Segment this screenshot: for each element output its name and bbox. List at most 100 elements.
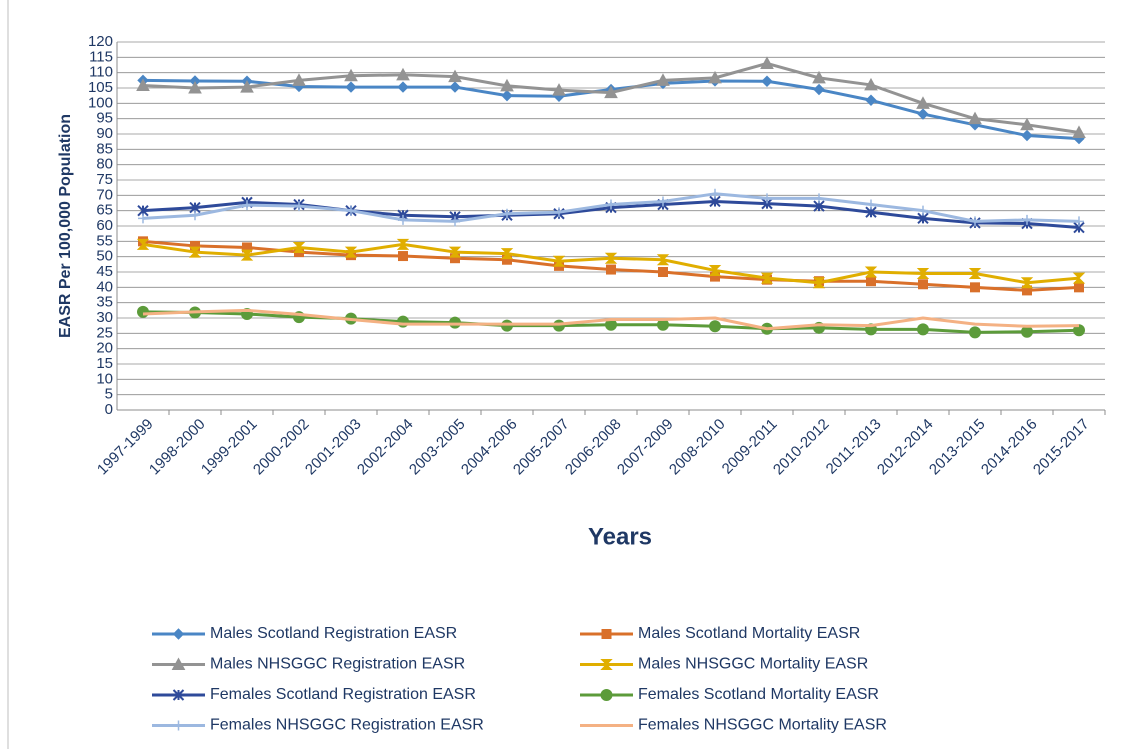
marker [171, 657, 186, 670]
marker [292, 73, 306, 86]
marker [344, 246, 358, 258]
marker [1022, 214, 1032, 225]
y-tick-label: 65 [96, 202, 113, 219]
y-tick-label: 70 [96, 186, 113, 203]
legend-label: Females Scotland Registration EASR [210, 686, 476, 703]
marker [345, 81, 357, 93]
marker [918, 205, 928, 216]
marker [294, 201, 304, 212]
marker [173, 720, 184, 731]
marker [709, 320, 721, 333]
legend-label: Males Scotland Registration EASR [210, 625, 457, 642]
x-tick-label: 2008-2010 [666, 416, 729, 479]
marker [969, 326, 981, 339]
marker [656, 254, 670, 266]
marker [240, 80, 254, 93]
marker [760, 272, 774, 284]
marker [1021, 129, 1033, 142]
marker [346, 205, 356, 216]
marker [501, 319, 513, 332]
marker [708, 264, 722, 276]
marker [1021, 325, 1033, 338]
marker [500, 78, 514, 92]
y-tick-label: 5 [105, 386, 113, 403]
marker [916, 96, 930, 109]
series [136, 56, 1086, 138]
marker [606, 199, 616, 210]
marker [917, 108, 929, 120]
marker [344, 68, 358, 82]
marker [1074, 282, 1084, 293]
series [142, 308, 1080, 331]
legend-label: Females Scotland Mortality EASR [638, 686, 879, 703]
marker [398, 214, 408, 225]
marker [188, 80, 202, 94]
y-tick-label: 15 [96, 355, 113, 372]
y-tick-label: 55 [96, 232, 113, 249]
marker [449, 316, 461, 329]
marker [450, 216, 460, 227]
marker [761, 75, 773, 87]
marker [397, 81, 409, 93]
legend-label: Females NHSGGC Registration EASR [210, 717, 484, 734]
y-tick-label: 35 [96, 294, 113, 311]
marker [396, 67, 410, 81]
y-tick-label: 25 [96, 324, 113, 341]
marker [136, 78, 150, 92]
marker [918, 279, 928, 290]
y-tick-label: 115 [89, 48, 113, 65]
legend-label: Males NHSGGC Registration EASR [210, 656, 465, 673]
marker [812, 277, 826, 289]
y-tick-label: 50 [96, 248, 113, 265]
marker [970, 216, 980, 227]
marker [172, 689, 185, 701]
marker [970, 282, 980, 293]
marker [449, 81, 461, 93]
marker [601, 629, 612, 639]
marker [710, 188, 720, 199]
marker [1074, 216, 1084, 227]
marker [864, 266, 878, 278]
marker [604, 252, 618, 264]
series-line [142, 308, 1080, 331]
marker [606, 264, 616, 275]
marker [552, 83, 566, 96]
series [138, 236, 1084, 296]
marker [762, 193, 772, 204]
marker [396, 238, 410, 250]
marker [136, 238, 150, 250]
marker [916, 268, 930, 280]
marker [500, 248, 514, 260]
marker [1072, 272, 1086, 284]
marker [814, 193, 824, 204]
y-tick-label: 45 [96, 263, 113, 280]
marker [760, 56, 774, 69]
y-tick-label: 85 [96, 140, 113, 157]
y-tick-label: 105 [88, 79, 113, 96]
marker [1073, 324, 1085, 337]
y-axis-label: EASR Per 100,000 Population [57, 114, 74, 338]
marker [553, 319, 565, 332]
y-tick-label: 40 [96, 278, 113, 295]
marker [866, 276, 876, 287]
marker [138, 213, 148, 224]
series [138, 188, 1084, 227]
marker [604, 85, 618, 99]
marker [398, 251, 408, 262]
marker [552, 255, 566, 267]
marker [1072, 125, 1086, 138]
y-tick-label: 60 [96, 217, 113, 234]
x-tick-label: 2015-2017 [1030, 416, 1093, 479]
legend-label: Males Scotland Mortality EASR [638, 625, 860, 642]
x-tick-label: 2010-2012 [770, 416, 833, 479]
marker [448, 246, 462, 258]
y-tick-label: 100 [88, 94, 113, 111]
marker [137, 305, 149, 318]
marker [968, 268, 982, 280]
marker [865, 94, 877, 106]
marker [708, 70, 722, 84]
marker [190, 210, 200, 221]
marker [658, 196, 668, 207]
marker [240, 249, 254, 261]
